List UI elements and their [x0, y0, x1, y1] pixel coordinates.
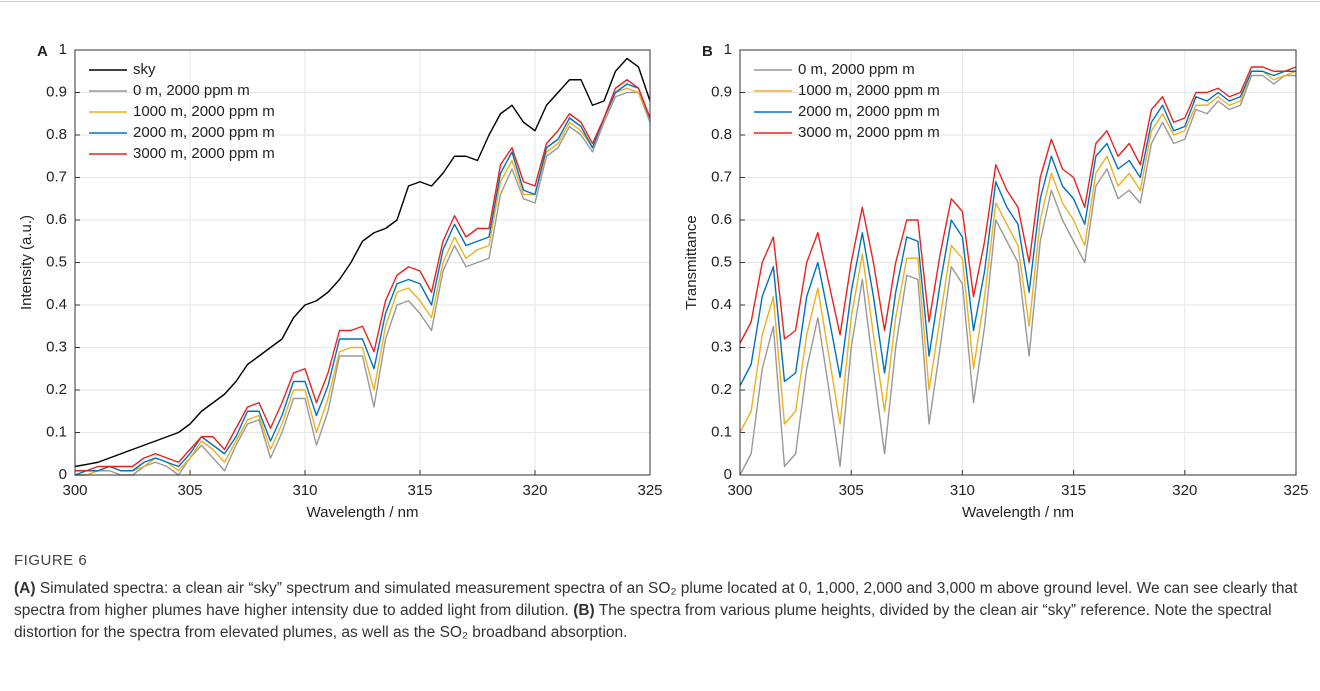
top-rule — [0, 1, 1320, 2]
series-line — [75, 91, 651, 476]
axes-frame — [739, 49, 1297, 476]
legend-label: 1000 m, 2000 ppm m — [133, 103, 275, 120]
y-tick-label: 0.3 — [46, 338, 67, 355]
y-tick-label: 0.3 — [711, 338, 732, 355]
series-line — [75, 87, 651, 476]
legend-label: 2000 m, 2000 ppm m — [133, 124, 275, 141]
x-tick-label: 325 — [637, 482, 662, 499]
x-tick-label: 305 — [177, 482, 202, 499]
y-tick-label: 0.7 — [711, 168, 732, 185]
figure-caption: (A) Simulated spectra: a clean air “sky”… — [14, 578, 1309, 644]
y-tick-label: 0.9 — [46, 83, 67, 100]
legend-label: 2000 m, 2000 ppm m — [798, 103, 940, 120]
y-tick-label: 0.6 — [711, 211, 732, 228]
series-line — [739, 74, 1296, 476]
y-axis-label: Intensity (a.u.) — [18, 215, 35, 310]
caption-text: The spectra from various plume heights, … — [14, 602, 1272, 641]
x-tick-label: 310 — [292, 482, 317, 499]
panel-label: A — [37, 43, 48, 60]
y-tick-label: 0.7 — [46, 168, 67, 185]
x-axis-label: Wavelength / nm — [962, 504, 1074, 521]
x-tick-label: 310 — [950, 482, 975, 499]
caption-label: (A) — [14, 580, 36, 597]
y-tick-label: 0.8 — [711, 126, 732, 143]
x-tick-label: 325 — [1283, 482, 1308, 499]
x-tick-label: 315 — [407, 482, 432, 499]
axes-frame — [74, 49, 651, 476]
series-line — [739, 66, 1297, 344]
panel-label: B — [702, 43, 713, 60]
series-line — [739, 70, 1296, 387]
x-tick-label: 320 — [1172, 482, 1197, 499]
x-tick-label: 300 — [62, 482, 87, 499]
legend-label: 1000 m, 2000 ppm m — [798, 82, 940, 99]
legend-label: 0 m, 2000 ppm m — [798, 61, 915, 78]
x-axis-label: Wavelength / nm — [307, 504, 419, 521]
y-tick-label: 0.9 — [711, 83, 732, 100]
y-tick-label: 0.1 — [711, 423, 732, 440]
figure-label: FIGURE 6 — [14, 552, 88, 569]
series-line — [74, 83, 651, 476]
y-tick-label: 0.2 — [46, 381, 67, 398]
y-tick-label: 0.5 — [46, 253, 67, 270]
x-tick-label: 320 — [522, 482, 547, 499]
legend-label: 0 m, 2000 ppm m — [133, 82, 250, 99]
caption-label: (B) — [573, 602, 595, 619]
y-tick-label: 1 — [59, 41, 67, 58]
y-tick-label: 0.4 — [46, 296, 67, 313]
caption-text: Simulated spectra: a clean air “sky” spe… — [14, 580, 1298, 619]
x-tick-label: 300 — [727, 482, 752, 499]
legend-label: 3000 m, 2000 ppm m — [798, 124, 940, 141]
y-tick-label: 1 — [724, 41, 732, 58]
y-tick-label: 0 — [59, 466, 67, 483]
legend-label: sky — [133, 61, 156, 78]
y-tick-label: 0.4 — [711, 296, 732, 313]
y-tick-label: 0.1 — [46, 423, 67, 440]
y-tick-label: 0.8 — [46, 126, 67, 143]
x-tick-label: 315 — [1061, 482, 1086, 499]
x-tick-label: 305 — [839, 482, 864, 499]
series-line — [74, 57, 651, 468]
y-tick-label: 0.2 — [711, 381, 732, 398]
y-tick-label: 0.6 — [46, 211, 67, 228]
series-line — [739, 70, 1297, 433]
series-line — [75, 79, 651, 472]
y-tick-label: 0.5 — [711, 253, 732, 270]
legend-label: 3000 m, 2000 ppm m — [133, 145, 275, 162]
y-tick-label: 0 — [724, 466, 732, 483]
figure-charts: 0 0.1 0.2 0.3 0.4 0.5 0.6 0.7 0.8 0.9 1 300 305 310 31… — [18, 41, 1309, 521]
y-axis-label: Transmittance — [683, 215, 700, 309]
